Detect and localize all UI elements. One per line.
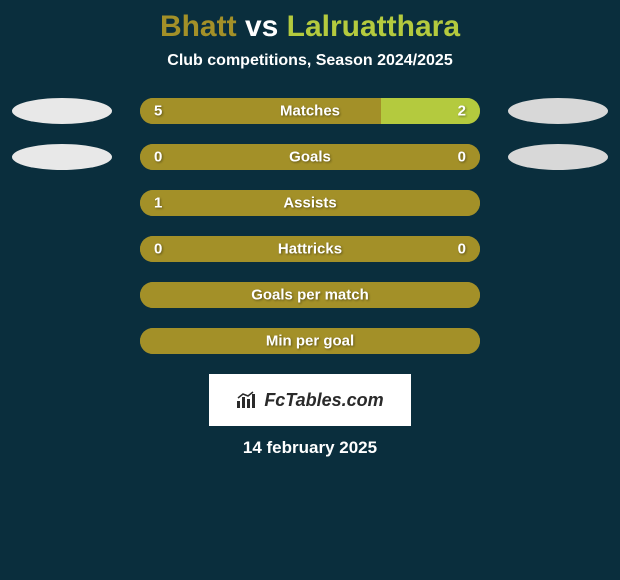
stats-list: 52Matches00Goals1Assists00HattricksGoals… [0, 98, 620, 354]
photo-spacer [12, 282, 112, 308]
stat-value-left: 0 [154, 149, 162, 166]
player2-photo [508, 144, 608, 170]
photo-spacer [508, 236, 608, 262]
photo-spacer [12, 236, 112, 262]
photo-spacer [508, 190, 608, 216]
player2-photo [508, 98, 608, 124]
comparison-card: Bhatt vs Lalruatthara Club competitions,… [0, 0, 620, 580]
photo-spacer [12, 328, 112, 354]
bar-segment-left [140, 144, 480, 170]
stat-value-left: 5 [154, 103, 162, 120]
stat-bar: 00Hattricks [140, 236, 480, 262]
stat-value-right: 0 [458, 149, 466, 166]
page-title: Bhatt vs Lalruatthara [0, 10, 620, 44]
stat-bar: 00Goals [140, 144, 480, 170]
stat-value-right: 2 [458, 103, 466, 120]
stat-row: 00Hattricks [0, 236, 620, 262]
stat-bar: Min per goal [140, 328, 480, 354]
stat-bar: 1Assists [140, 190, 480, 216]
bar-segment-left [140, 190, 480, 216]
chart-icon [236, 391, 258, 409]
stat-row: 52Matches [0, 98, 620, 124]
photo-spacer [508, 328, 608, 354]
bar-segment-left [140, 98, 381, 124]
player1-photo [12, 98, 112, 124]
stat-value-left: 0 [154, 241, 162, 258]
title-player2: Lalruatthara [287, 10, 460, 43]
stat-value-left: 1 [154, 195, 162, 212]
photo-spacer [508, 282, 608, 308]
bar-segment-left [140, 236, 480, 262]
stat-bar: 52Matches [140, 98, 480, 124]
bar-segment-left [140, 282, 480, 308]
bar-segment-left [140, 328, 480, 354]
brand-logo: FcTables.com [209, 374, 411, 426]
stat-row: Goals per match [0, 282, 620, 308]
stat-value-right: 0 [458, 241, 466, 258]
subtitle: Club competitions, Season 2024/2025 [0, 52, 620, 70]
stat-bar: Goals per match [140, 282, 480, 308]
stat-row: 00Goals [0, 144, 620, 170]
title-player1: Bhatt [160, 10, 237, 43]
stat-row: Min per goal [0, 328, 620, 354]
title-vs: vs [245, 10, 278, 43]
stat-row: 1Assists [0, 190, 620, 216]
date-label: 14 february 2025 [0, 438, 620, 458]
photo-spacer [12, 190, 112, 216]
brand-text: FcTables.com [264, 390, 383, 411]
player1-photo [12, 144, 112, 170]
